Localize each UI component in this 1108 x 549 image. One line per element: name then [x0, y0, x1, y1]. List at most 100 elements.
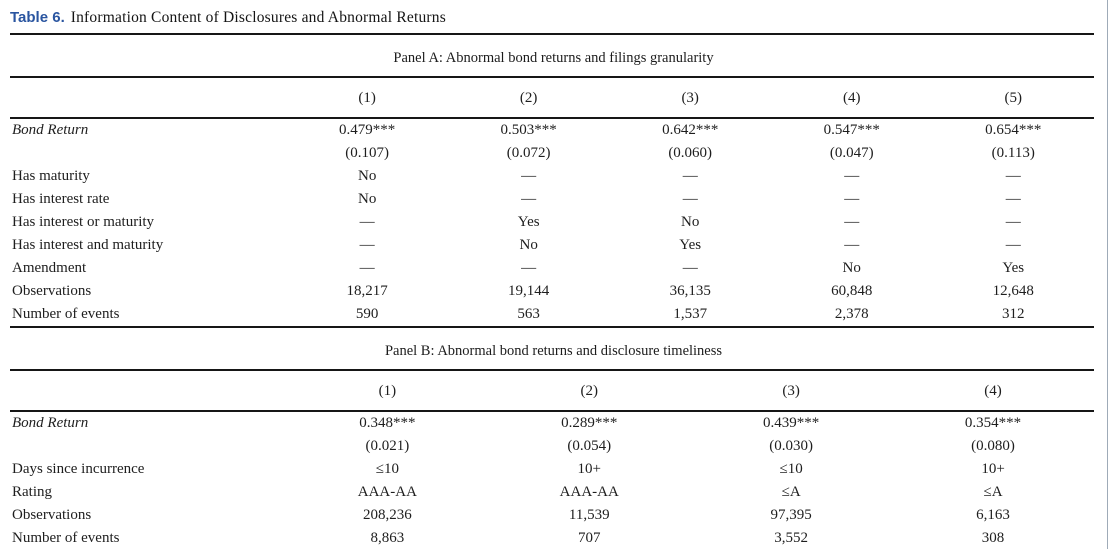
value-cell: 0.289*** — [561, 415, 618, 431]
value-cell: 10+ — [981, 461, 1005, 477]
value-cell: Yes — [517, 214, 540, 230]
rule-below-headers — [10, 410, 1094, 412]
column-header: (5) — [1004, 90, 1022, 106]
table-row: Rating AAA-AA AAA-AA ≤A ≤A — [10, 481, 1094, 504]
table-row: Has maturity No — — — — — [10, 165, 1094, 188]
value-cell: 0.547*** — [823, 122, 880, 138]
value-cell: 10+ — [577, 461, 601, 477]
value-cell: 0.439*** — [763, 415, 820, 431]
table-row: Days since incurrence ≤10 10+ ≤10 10+ — [10, 458, 1094, 481]
column-header: (3) — [782, 383, 800, 399]
value-cell: — — [844, 237, 860, 253]
table-row: Number of events 590 563 1,537 2,378 312 — [10, 303, 1094, 326]
value-cell: No — [357, 191, 377, 207]
column-header-spacer — [10, 379, 286, 395]
table-number-label: Table 6. — [10, 9, 65, 26]
value-cell: 36,135 — [669, 283, 711, 299]
column-header-spacer — [10, 86, 286, 102]
column-header: (4) — [842, 90, 861, 106]
rule-below-title — [10, 33, 1094, 35]
value-cell: 60,848 — [831, 283, 873, 299]
value-cell: 0.348*** — [359, 415, 416, 431]
value-cell: 208,236 — [362, 507, 412, 523]
value-cell: ≤10 — [779, 461, 803, 477]
value-cell: ≤A — [983, 484, 1003, 500]
row-label: Rating — [12, 484, 52, 500]
value-cell: 0.654*** — [985, 122, 1042, 138]
column-header: (2) — [519, 90, 538, 106]
value-cell: (0.030) — [769, 438, 814, 454]
value-cell: (0.060) — [668, 145, 713, 161]
value-cell: — — [682, 168, 698, 184]
value-cell: 308 — [981, 530, 1005, 546]
column-header: (4) — [984, 383, 1002, 399]
value-cell: Yes — [1002, 260, 1025, 276]
value-cell: — — [1005, 214, 1021, 230]
value-cell: 3,552 — [774, 530, 809, 546]
value-cell: (0.080) — [971, 438, 1015, 454]
column-header-row: (1) (2) (3) (4) — [10, 371, 1094, 410]
value-cell: — — [359, 214, 375, 230]
row-label: Has interest and maturity — [12, 237, 164, 253]
panel-rows: Bond Return 0.479*** 0.503*** 0.642*** 0.547… — [0, 119, 1107, 326]
value-cell: 590 — [355, 306, 379, 322]
column-header-row: (1) (2) (3) (4) (5) — [10, 78, 1094, 117]
value-cell: 0.354*** — [964, 415, 1022, 431]
rule-panel-bottom — [10, 326, 1094, 328]
table-row: (0.107) (0.072) (0.060) (0.047) (0.113) — [10, 142, 1094, 165]
value-cell: — — [844, 191, 860, 207]
row-label: Amendment — [12, 260, 87, 276]
value-cell: (0.021) — [365, 438, 410, 454]
row-label: Observations — [12, 507, 92, 523]
value-cell: (0.054) — [567, 438, 612, 454]
column-header: (2) — [580, 383, 599, 399]
value-cell: 18,217 — [346, 283, 388, 299]
value-cell: 707 — [578, 530, 601, 546]
value-cell: 11,539 — [568, 507, 610, 523]
column-header: (1) — [358, 90, 376, 106]
panels-container: Panel A: Abnormal bond returns and filin… — [0, 35, 1107, 549]
table-row: (0.021) (0.054) (0.030) (0.080) — [10, 435, 1094, 458]
value-cell: ≤A — [781, 484, 801, 500]
table-title: Table 6. Information Content of Disclosur… — [0, 0, 1107, 33]
row-label: Has interest rate — [12, 191, 110, 207]
value-cell: Yes — [679, 237, 702, 253]
value-cell: — — [844, 168, 860, 184]
value-cell: 0.642*** — [662, 122, 719, 138]
value-cell: — — [682, 260, 698, 276]
value-cell: 312 — [1001, 306, 1025, 322]
row-label: Bond Return — [12, 122, 89, 138]
value-cell: 6,163 — [976, 507, 1010, 523]
table-row: Number of events 8,863 707 3,552 308 — [10, 527, 1094, 549]
column-header: (3) — [681, 90, 699, 106]
table-row: Has interest and maturity — No Yes — — — [10, 234, 1094, 257]
row-label: Observations — [12, 283, 92, 299]
row-label: Has maturity — [12, 168, 90, 184]
value-cell: — — [359, 260, 375, 276]
value-cell: 12,648 — [992, 283, 1034, 299]
rule-below-caption — [10, 369, 1094, 371]
value-cell: — — [521, 260, 537, 276]
row-label: Number of events — [12, 530, 120, 546]
table-row: Has interest or maturity — Yes No — — — [10, 211, 1094, 234]
table-title-text: Information Content of Disclosures and A… — [70, 9, 446, 26]
value-cell: (0.113) — [991, 145, 1035, 161]
row-label: Number of events — [12, 306, 120, 322]
row-label: Days since incurrence — [12, 461, 145, 477]
column-header: (1) — [378, 383, 397, 399]
value-cell: No — [681, 214, 700, 230]
value-cell: 0.479*** — [339, 122, 396, 138]
value-cell: — — [359, 237, 375, 253]
value-cell: AAA-AA — [559, 484, 619, 500]
row-label: Has interest or maturity — [12, 214, 155, 230]
value-cell: 1,537 — [673, 306, 708, 322]
value-cell: — — [1005, 191, 1021, 207]
value-cell: — — [844, 214, 860, 230]
row-label: Bond Return — [12, 415, 89, 431]
table-row: Has interest rate No — — — — — [10, 188, 1094, 211]
value-cell: — — [1005, 168, 1021, 184]
value-cell: 8,863 — [370, 530, 405, 546]
table-row: Bond Return 0.348*** 0.289*** 0.439*** 0.354… — [10, 412, 1094, 435]
value-cell: — — [521, 168, 537, 184]
